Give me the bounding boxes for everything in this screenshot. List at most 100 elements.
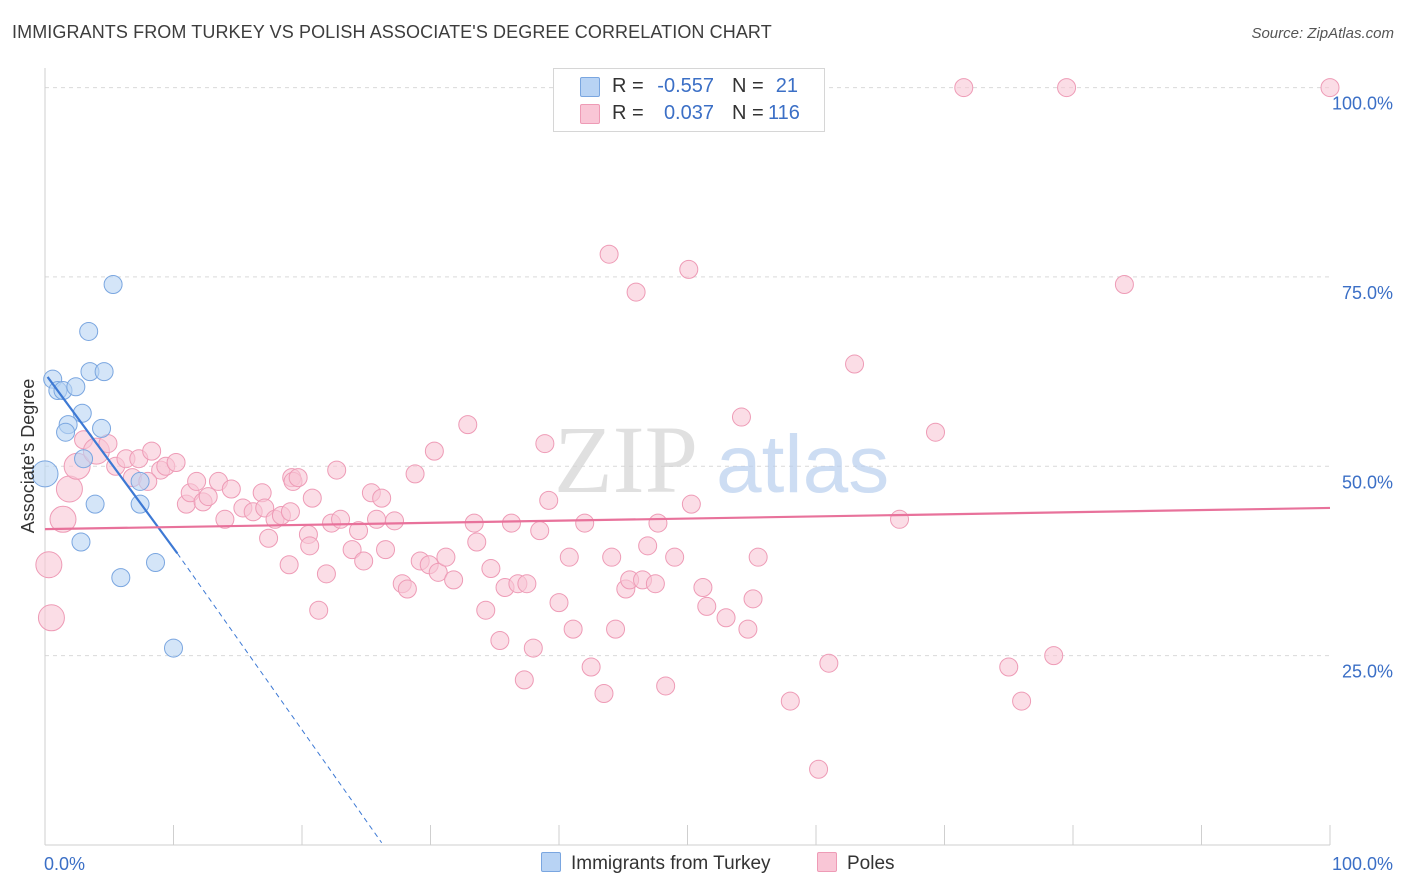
poles-point <box>1114 275 1134 295</box>
y-tick-label: 75.0% <box>1342 283 1393 303</box>
y-axis-label: Associate's Degree <box>18 379 38 534</box>
poles-point <box>372 488 392 508</box>
poles-point <box>1012 691 1032 711</box>
legend-label-poles: Poles <box>847 853 895 874</box>
poles-point <box>187 471 207 491</box>
poles-trend-line <box>44 506 1331 531</box>
poles-point <box>890 509 910 529</box>
poles-point <box>444 570 464 590</box>
turkey-point <box>85 494 105 514</box>
poles-point <box>166 453 186 472</box>
turkey-point <box>146 552 166 572</box>
poles-point <box>594 684 614 704</box>
poles-point <box>458 415 478 435</box>
legend-label-turkey: Immigrants from Turkey <box>571 853 771 874</box>
turkey-point <box>66 377 86 397</box>
poles-point <box>385 511 405 531</box>
poles-point <box>926 422 946 442</box>
poles-point <box>1044 646 1064 666</box>
poles-point <box>327 460 347 480</box>
bottom-legend-turkey: Immigrants from Turkey <box>541 852 771 875</box>
poles-point <box>280 502 300 522</box>
correlation-legend: R = -0.557 N = 21 R = 0.037 N = 116 <box>553 68 825 132</box>
poles-point <box>530 521 550 541</box>
pink-swatch <box>580 104 600 124</box>
poles-point <box>638 536 658 556</box>
poles-point <box>467 532 487 552</box>
poles-point <box>1057 78 1077 98</box>
poles-point <box>602 547 622 567</box>
turkey-point <box>71 532 91 552</box>
poles-point <box>436 547 456 567</box>
poles-point <box>367 509 387 529</box>
poles-point <box>49 505 77 533</box>
poles-point <box>581 657 601 677</box>
poles-point <box>606 619 626 639</box>
poles-point <box>626 282 646 302</box>
y-tick-label: 50.0% <box>1342 472 1393 492</box>
poles-point <box>697 596 717 616</box>
y-tick-label: 25.0% <box>1342 662 1393 682</box>
poles-point <box>681 494 701 514</box>
turkey-point <box>56 422 76 442</box>
poles-point <box>845 354 865 374</box>
poles-point <box>259 528 279 548</box>
turkey-point <box>79 321 99 341</box>
x-tick-label: 100.0% <box>1332 854 1393 874</box>
poles-point <box>405 464 425 484</box>
poles-point <box>535 434 555 454</box>
legend-n-value: 116 <box>768 102 800 124</box>
turkey-point <box>92 418 112 438</box>
poles-point <box>665 547 685 567</box>
poles-point <box>656 676 676 696</box>
y-tick-label: 100.0% <box>1332 94 1393 114</box>
legend-n-label: N = <box>732 102 764 124</box>
poles-point <box>309 600 329 620</box>
poles-point <box>428 562 448 582</box>
poles-point <box>517 574 537 594</box>
poles-point <box>35 551 63 579</box>
poles-point <box>539 490 559 510</box>
poles-point <box>693 577 713 597</box>
bottom-legend-poles: Poles <box>817 852 895 875</box>
chart-title: IMMIGRANTS FROM TURKEY VS POLISH ASSOCIA… <box>12 22 772 42</box>
poles-point <box>55 475 83 503</box>
poles-point <box>1320 78 1340 98</box>
poles-point <box>559 547 579 567</box>
poles-point <box>424 441 444 461</box>
poles-point <box>490 630 510 650</box>
poles-point <box>300 536 320 556</box>
poles-point <box>716 608 736 628</box>
blue-swatch <box>541 852 561 872</box>
poles-point <box>679 259 699 279</box>
poles-point <box>738 619 758 639</box>
poles-point <box>288 468 308 488</box>
poles-point <box>575 513 595 533</box>
legend-r-label: R = <box>612 75 644 97</box>
legend-n-label: N = <box>732 75 764 97</box>
turkey-point <box>31 460 59 488</box>
turkey-point <box>103 275 123 295</box>
poles-point <box>37 604 65 632</box>
poles-point <box>481 559 501 579</box>
poles-point <box>999 657 1019 677</box>
poles-point <box>599 244 619 264</box>
pink-swatch <box>817 852 837 872</box>
blue-swatch <box>580 77 600 97</box>
poles-point <box>198 487 218 507</box>
poles-point <box>221 479 241 499</box>
poles-point <box>731 407 751 427</box>
poles-point <box>645 574 665 594</box>
poles-point <box>743 589 763 609</box>
poles-point <box>279 555 299 575</box>
poles-point <box>648 513 668 533</box>
poles-point <box>819 653 839 673</box>
poles-point <box>354 551 374 571</box>
legend-r-value: 0.037 <box>663 102 714 124</box>
turkey-point <box>111 568 131 588</box>
legend-r-label: R = <box>612 102 644 124</box>
chart-source: Source: ZipAtlas.com <box>1251 25 1394 42</box>
poles-point <box>142 441 162 461</box>
poles-point <box>349 521 369 541</box>
turkey-trend-extension <box>176 553 383 844</box>
